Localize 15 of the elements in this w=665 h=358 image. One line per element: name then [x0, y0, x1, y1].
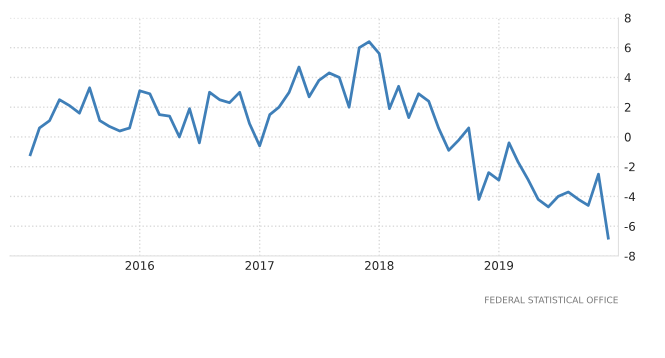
y-tick-label: -4: [624, 192, 636, 201]
y-tick-label: 2: [624, 102, 630, 112]
y-tick-label: 4: [624, 73, 631, 82]
text: FEDERAL STATISTICAL OFFICE: [485, 296, 618, 304]
line-series: [28, 40, 610, 240]
x-tick-label: 2017: [246, 261, 274, 270]
y-tick-label: -8: [624, 252, 635, 261]
y-tick-label: 6: [624, 43, 631, 52]
y-tick-label: 8: [624, 14, 631, 23]
y-tick-label: -6: [624, 222, 636, 231]
y-tick-label: 0: [624, 132, 631, 142]
x-tick-label: 2018: [365, 261, 394, 270]
x-tick-label: 2019: [484, 261, 514, 270]
x-tick-label: 2016: [126, 261, 154, 270]
y-tick-label: -2: [624, 162, 635, 172]
